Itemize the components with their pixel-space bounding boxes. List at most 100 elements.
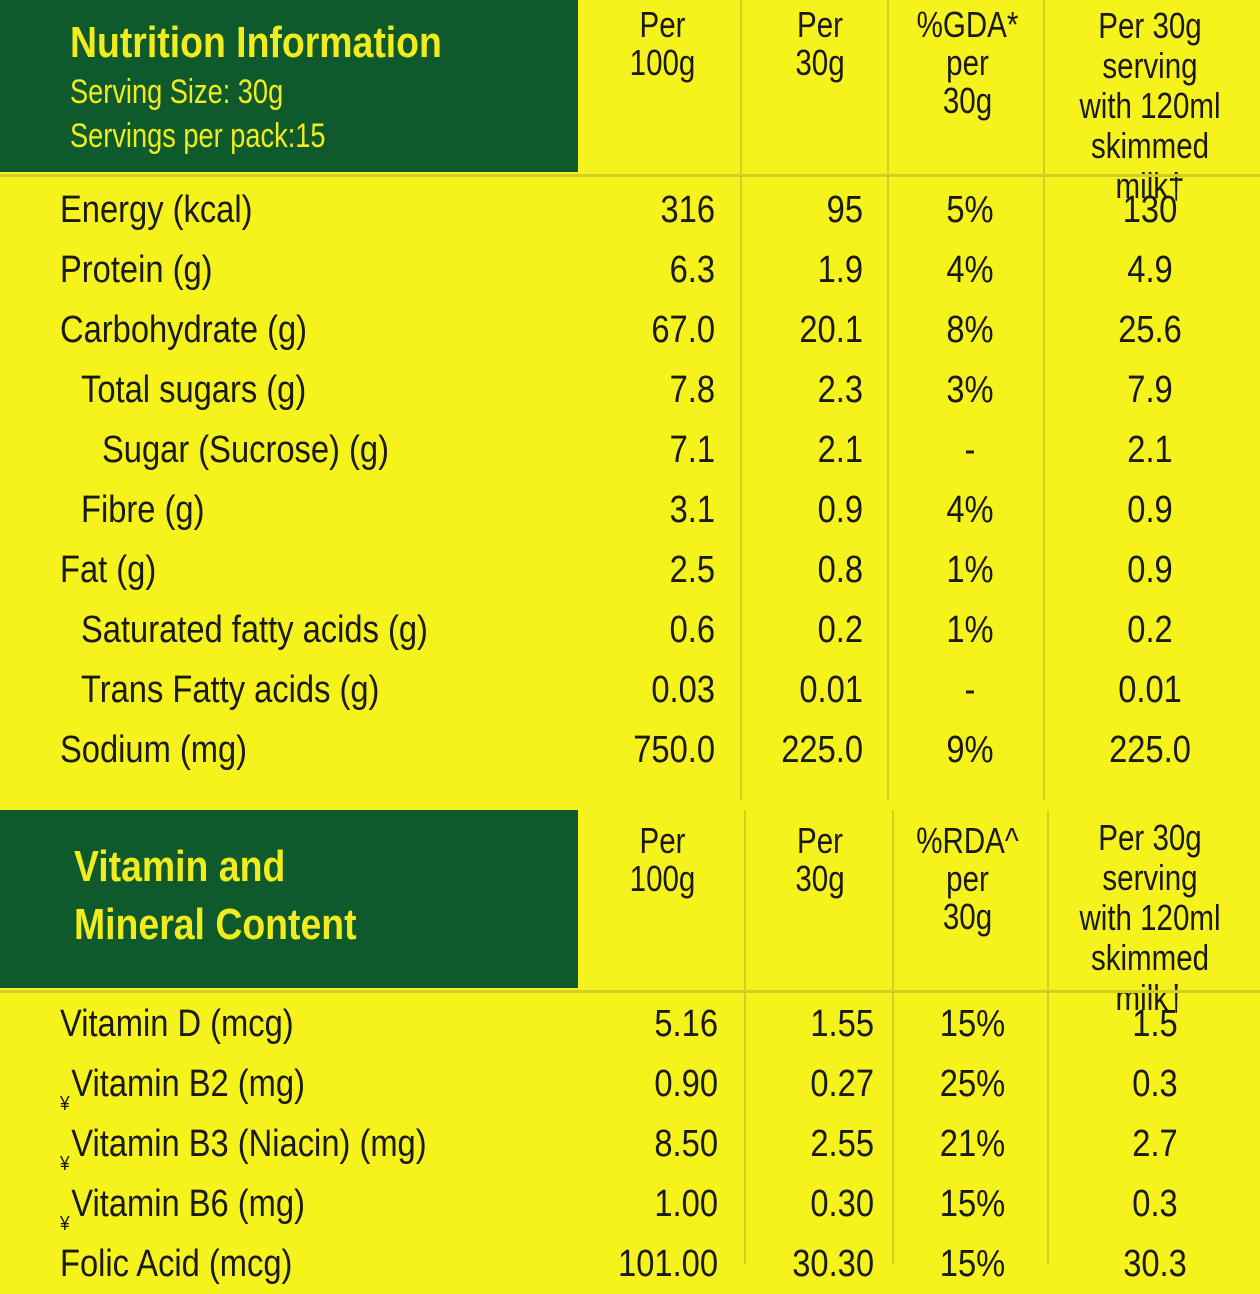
- table-row: Sodium (mg) 750.0 225.0 9% 225.0: [0, 720, 1260, 780]
- row-label-text: Saturated fatty acids (g): [81, 609, 428, 651]
- footnote-mark: ¥: [60, 1153, 70, 1175]
- row-label-text: Carbohydrate (g): [60, 309, 308, 351]
- row-label-text: Protein (g): [60, 249, 213, 291]
- value-per-100g: 101.00: [618, 1243, 718, 1285]
- value-per-100g: 1.00: [654, 1183, 718, 1225]
- value-with-milk: 25.6: [1118, 309, 1182, 351]
- value-per-30g: 0.27: [810, 1063, 874, 1105]
- vit-col-head-per-100g: Per 100g: [629, 820, 696, 899]
- row-label-text: Sodium (mg): [60, 729, 248, 771]
- row-label: Folic Acid (mcg): [60, 1234, 292, 1294]
- value-rda: 15%: [939, 1183, 1006, 1225]
- value-per-30g: 0.9: [817, 489, 863, 531]
- value-per-30g: 30.30: [792, 1243, 874, 1285]
- value-per-30g: 0.2: [817, 609, 863, 651]
- table-row: Fat (g) 2.5 0.8 1% 0.9: [0, 540, 1260, 600]
- row-label: ¥Vitamin B2 (mg): [60, 1054, 305, 1115]
- grid-line: [740, 0, 742, 800]
- row-label: Sugar (Sucrose) (g): [102, 420, 389, 480]
- table-row: ¥Vitamin B2 (mg) 0.90 0.27 25% 0.3: [0, 1054, 1260, 1115]
- value-with-milk: 0.9: [1127, 489, 1173, 531]
- nutrition-title: Nutrition Information: [70, 18, 442, 67]
- row-label-text: Vitamin B3 (Niacin) (mg): [71, 1123, 427, 1165]
- grid-line: [892, 810, 894, 1264]
- value-per-100g: 5.16: [654, 1003, 718, 1045]
- table-row: ¥Vitamin B6 (mg) 1.00 0.30 15% 0.3: [0, 1174, 1260, 1235]
- table-row: Saturated fatty acids (g) 0.6 0.2 1% 0.2: [0, 600, 1260, 660]
- value-per-30g: 0.30: [810, 1183, 874, 1225]
- table-row: Vitamin D (mcg) 5.16 1.55 15% 1.5: [0, 994, 1260, 1054]
- value-with-milk: 0.2: [1127, 609, 1173, 651]
- value-per-100g: 0.6: [669, 609, 715, 651]
- nutrition-panel: Nutrition Information Serving Size: 30g …: [0, 0, 1260, 800]
- value-per-30g: 2.55: [810, 1123, 874, 1165]
- row-label-text: Sugar (Sucrose) (g): [102, 429, 389, 471]
- value-gda: 5%: [946, 189, 994, 231]
- value-per-100g: 7.1: [669, 429, 715, 471]
- value-gda: 3%: [946, 369, 994, 411]
- value-per-30g: 95: [826, 189, 863, 231]
- value-gda: 4%: [946, 249, 994, 291]
- value-rda: 15%: [939, 1243, 1006, 1285]
- value-gda: -: [964, 429, 976, 471]
- row-label: ¥Vitamin B3 (Niacin) (mg): [60, 1114, 427, 1175]
- value-with-milk: 0.3: [1132, 1063, 1178, 1105]
- row-label-text: Folic Acid (mcg): [60, 1243, 293, 1285]
- value-per-30g: 0.8: [817, 549, 863, 591]
- row-label: Saturated fatty acids (g): [81, 600, 428, 660]
- vitamin-panel: Vitamin and Mineral Content Per 100g Per…: [0, 810, 1260, 1285]
- value-per-30g: 2.1: [817, 429, 863, 471]
- grid-line: [1047, 810, 1049, 1264]
- value-gda: 9%: [946, 729, 994, 771]
- value-with-milk: 2.7: [1132, 1123, 1178, 1165]
- value-gda: 8%: [946, 309, 994, 351]
- value-with-milk: 2.1: [1127, 429, 1173, 471]
- table-row: Carbohydrate (g) 67.0 20.1 8% 25.6: [0, 300, 1260, 360]
- value-per-30g: 0.01: [799, 669, 863, 711]
- value-with-milk: 130: [1122, 189, 1178, 231]
- value-gda: 1%: [946, 549, 994, 591]
- row-label-text: Fibre (g): [81, 489, 205, 531]
- value-per-100g: 3.1: [669, 489, 715, 531]
- value-per-100g: 0.03: [651, 669, 715, 711]
- row-label: Trans Fatty acids (g): [81, 660, 379, 720]
- vitamin-title-line2: Mineral Content: [74, 900, 357, 949]
- table-row: Protein (g) 6.3 1.9 4% 4.9: [0, 240, 1260, 300]
- table-row: Folic Acid (mcg) 101.00 30.30 15% 30.3: [0, 1234, 1260, 1294]
- row-label-text: Vitamin D (mcg): [60, 1003, 294, 1045]
- row-label: Sodium (mg): [60, 720, 247, 780]
- value-with-milk: 7.9: [1127, 369, 1173, 411]
- value-with-milk: 0.01: [1118, 669, 1182, 711]
- grid-line: [0, 174, 1260, 177]
- footnote-mark: ¥: [60, 1213, 70, 1235]
- grid-line: [1043, 0, 1045, 800]
- value-with-milk: 0.3: [1132, 1183, 1178, 1225]
- serving-size: Serving Size: 30g: [70, 73, 284, 111]
- row-label-text: Fat (g): [60, 549, 157, 591]
- row-label: Fat (g): [60, 540, 156, 600]
- table-row: Total sugars (g) 7.8 2.3 3% 7.9: [0, 360, 1260, 420]
- col-head-per-100g: Per 100g: [629, 4, 696, 83]
- col-head-gda: %GDA* per 30g: [916, 4, 1019, 121]
- value-with-milk: 30.3: [1123, 1243, 1187, 1285]
- value-per-100g: 6.3: [669, 249, 715, 291]
- col-head-with-milk: Per 30g serving with 120ml skimmed milk†: [1079, 5, 1221, 206]
- value-gda: 4%: [946, 489, 994, 531]
- row-label: Total sugars (g): [81, 360, 306, 420]
- col-head-per-30g: Per 30g: [795, 4, 845, 83]
- value-per-100g: 8.50: [654, 1123, 718, 1165]
- vit-col-head-with-milk: Per 30g serving with 120ml skimmed milk†: [1079, 817, 1221, 1018]
- servings-per-pack: Servings per pack:15: [70, 117, 326, 155]
- row-label: Energy (kcal): [60, 180, 253, 240]
- vit-col-head-per-30g: Per 30g: [795, 820, 845, 899]
- table-row: Sugar (Sucrose) (g) 7.1 2.1 - 2.1: [0, 420, 1260, 480]
- value-per-30g: 1.55: [810, 1003, 874, 1045]
- value-with-milk: 4.9: [1127, 249, 1173, 291]
- value-per-100g: 2.5: [669, 549, 715, 591]
- row-label-text: Energy (kcal): [60, 189, 253, 231]
- value-per-100g: 316: [660, 189, 715, 231]
- value-per-30g: 225.0: [781, 729, 863, 771]
- value-with-milk: 1.5: [1132, 1003, 1178, 1045]
- value-gda: -: [964, 669, 976, 711]
- nutrition-title-box: Nutrition Information Serving Size: 30g …: [0, 0, 578, 172]
